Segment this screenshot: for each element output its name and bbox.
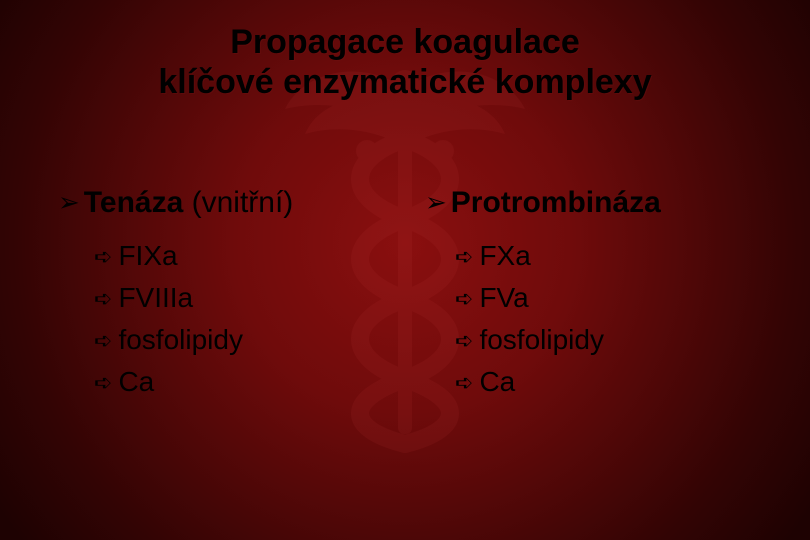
list-item: ➪FVa: [455, 277, 810, 319]
slide-title: Propagace koagulace klíčové enzymatické …: [0, 22, 810, 102]
list-item: ➪fosfolipidy: [455, 319, 810, 361]
chevron-bullet-icon: ➢: [58, 187, 80, 218]
arrow-bullet-icon: ➪: [94, 324, 112, 357]
column-protrombinaza: ➢Protrombináza ➪FXa ➪FVa ➪fosfolipidy ➪C…: [405, 185, 810, 403]
content-columns: ➢Tenáza (vnitřní) ➪FIXa ➪FVIIIa ➪fosfoli…: [0, 185, 810, 403]
item-text: fosfolipidy: [479, 324, 604, 355]
tenaza-items: ➪FIXa ➪FVIIIa ➪fosfolipidy ➪Ca: [58, 235, 405, 403]
arrow-bullet-icon: ➪: [94, 366, 112, 399]
item-text: FXa: [479, 240, 530, 271]
list-item: ➪Ca: [94, 361, 405, 403]
list-item: ➪fosfolipidy: [94, 319, 405, 361]
arrow-bullet-icon: ➪: [455, 282, 473, 315]
title-line-1: Propagace koagulace: [230, 23, 580, 61]
arrow-bullet-icon: ➪: [94, 240, 112, 273]
heading-tenaza-rest: (vnitřní): [183, 186, 293, 219]
arrow-bullet-icon: ➪: [455, 240, 473, 273]
arrow-bullet-icon: ➪: [94, 282, 112, 315]
list-item: ➪Ca: [455, 361, 810, 403]
column-tenaza: ➢Tenáza (vnitřní) ➪FIXa ➪FVIIIa ➪fosfoli…: [0, 185, 405, 403]
heading-protrombinaza-bold: Protrombináza: [451, 186, 661, 219]
list-item: ➪FXa: [455, 235, 810, 277]
heading-protrombinaza: ➢Protrombináza: [425, 185, 810, 221]
item-text: FVIIIa: [118, 282, 193, 313]
list-item: ➪FVIIIa: [94, 277, 405, 319]
slide: Propagace koagulace klíčové enzymatické …: [0, 0, 810, 540]
title-line-2: klíčové enzymatické komplexy: [158, 63, 651, 101]
protrombinaza-items: ➪FXa ➪FVa ➪fosfolipidy ➪Ca: [425, 235, 810, 403]
list-item: ➪FIXa: [94, 235, 405, 277]
item-text: fosfolipidy: [118, 324, 243, 355]
item-text: Ca: [479, 366, 515, 397]
arrow-bullet-icon: ➪: [455, 324, 473, 357]
heading-tenaza-bold: Tenáza: [84, 186, 183, 219]
item-text: FIXa: [118, 240, 177, 271]
item-text: FVa: [479, 282, 528, 313]
chevron-bullet-icon: ➢: [425, 187, 447, 218]
arrow-bullet-icon: ➪: [455, 366, 473, 399]
heading-tenaza: ➢Tenáza (vnitřní): [58, 185, 405, 221]
item-text: Ca: [118, 366, 154, 397]
